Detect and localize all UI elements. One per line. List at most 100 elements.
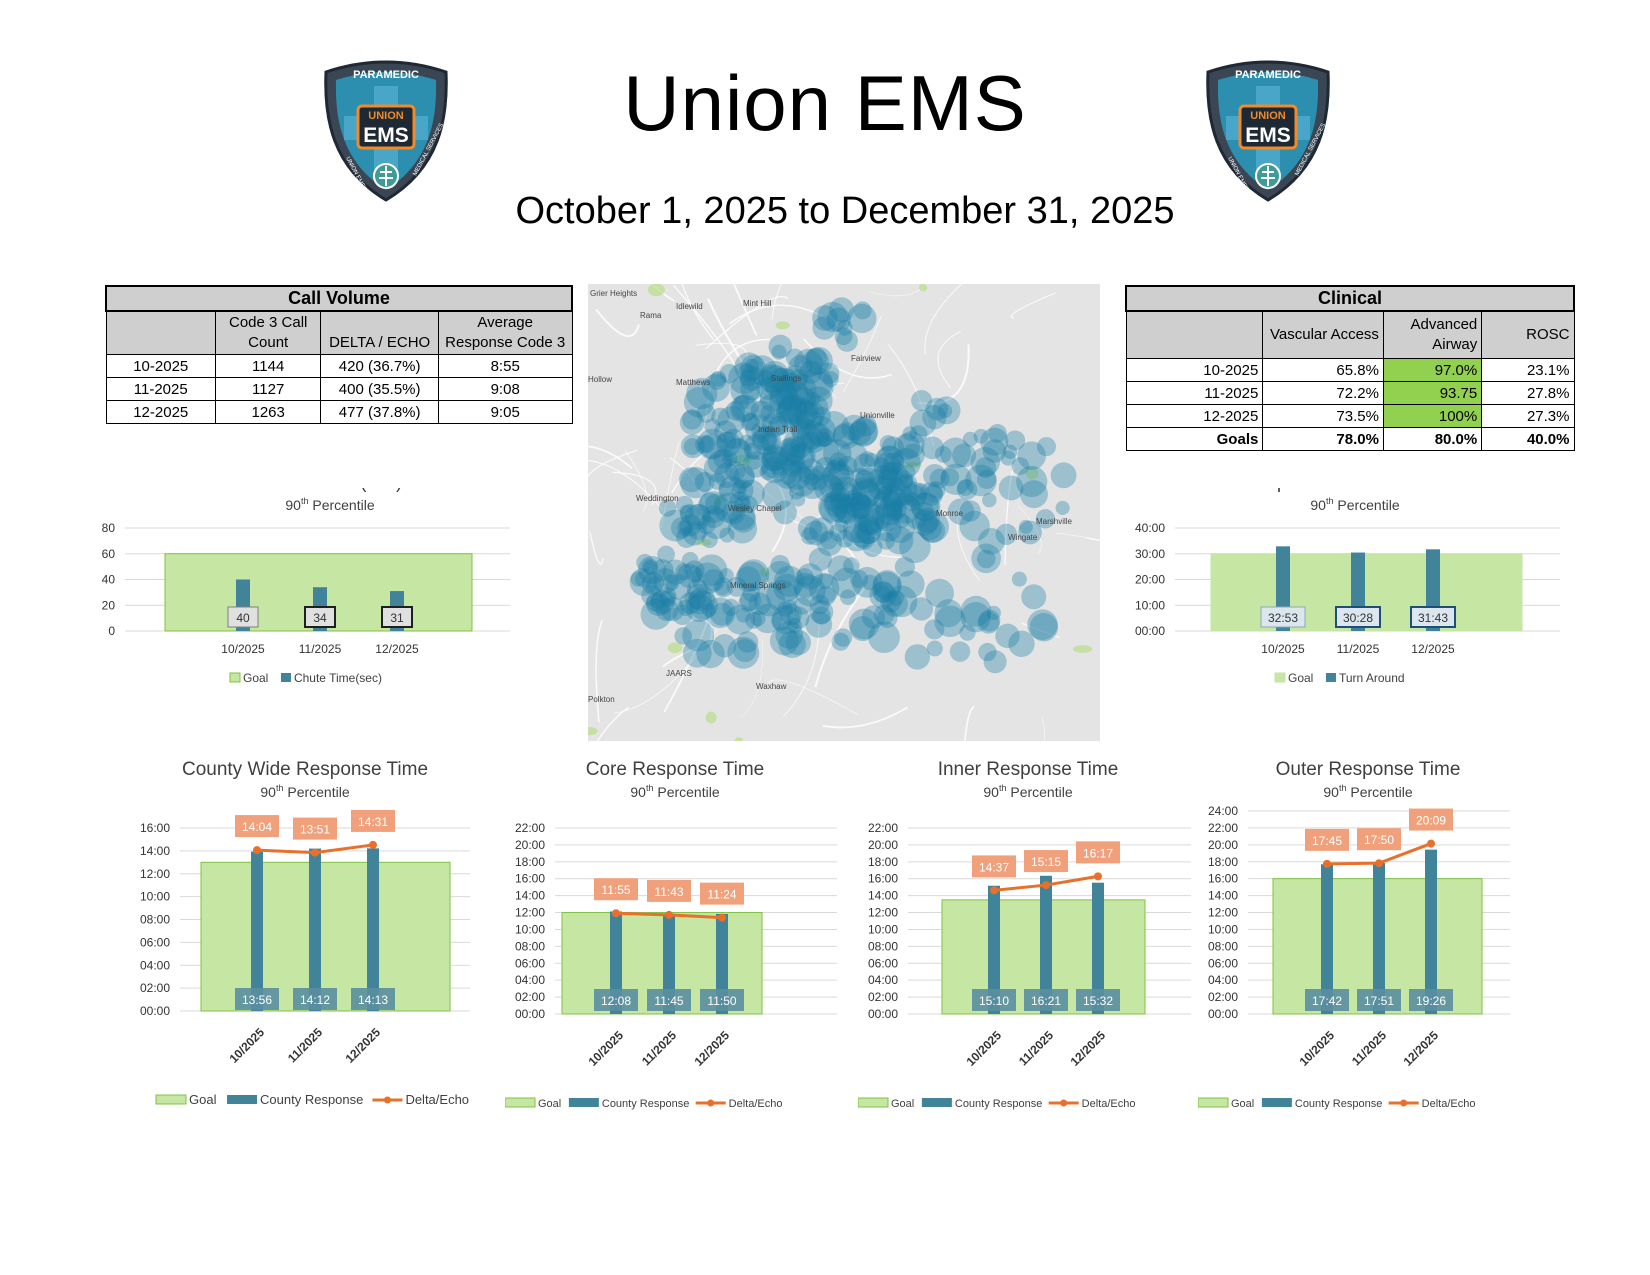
map-call-dot [775, 396, 808, 429]
legend-label: Chute Time(sec) [294, 671, 382, 685]
map-park [903, 461, 922, 469]
map-call-dot [729, 395, 757, 423]
map-call-dot [934, 445, 952, 463]
map-call-dot [680, 467, 712, 499]
map-call-dot [960, 601, 991, 633]
map-road [783, 621, 820, 717]
map-road [595, 619, 603, 723]
map-call-dot [797, 458, 825, 486]
map-call-dot [708, 472, 726, 490]
map-call-dot [910, 492, 939, 521]
map-call-dot [832, 476, 862, 507]
map-call-dot [713, 577, 734, 598]
map-call-dot [836, 330, 858, 352]
map-call-dot [764, 376, 784, 396]
map-call-dot [826, 462, 855, 491]
map-call-dot [773, 500, 797, 525]
map-call-dot [805, 347, 827, 369]
map-call-dot [849, 569, 869, 589]
map-call-dot [787, 466, 818, 497]
map-call-dot [862, 574, 878, 591]
line-label-box [594, 878, 638, 901]
map-call-dot [816, 530, 843, 556]
chart-title: Outer Response Time [1276, 759, 1461, 780]
map-call-dot [702, 569, 726, 592]
map-call-dot [842, 513, 873, 544]
x-tick-label: 12/2025 [343, 1025, 384, 1066]
map-call-dot [886, 476, 906, 496]
legend-swatch-bar [1261, 1098, 1292, 1107]
map-call-dot [691, 562, 724, 595]
map-call-dot [911, 390, 933, 412]
map-call-dot [707, 450, 732, 475]
bar-10-2025 [1321, 864, 1333, 1014]
line-label-box [351, 809, 395, 832]
chart-title: Chute Time (sec) [258, 488, 403, 493]
map-road [823, 519, 910, 559]
map-call-dot [929, 468, 950, 489]
map-call-dot [698, 435, 716, 453]
map-call-dot [786, 398, 818, 430]
map-road [924, 284, 963, 355]
chute-time-chart: Chute Time (sec) 90th Percentile 80 60 40 20 0… [100, 472, 560, 736]
subtitle-rest: Percentile [308, 497, 374, 513]
map-call-dot [843, 493, 858, 508]
map-call-dot [873, 513, 902, 542]
map-call-dot [789, 436, 808, 454]
map-call-dot [781, 402, 803, 424]
map-call-dot [761, 449, 784, 471]
map-call-dot [804, 410, 823, 429]
map-call-dot [853, 453, 876, 476]
subtitle-number: 90 [630, 784, 646, 800]
map-call-dot [976, 469, 997, 490]
y-tick-label: 40:00 [1135, 521, 1165, 535]
legend-label: Goal [189, 1092, 217, 1107]
logo-top-text: PARAMEDIC [353, 69, 419, 81]
subtitle-number: 90 [260, 784, 276, 800]
map-call-dot [882, 500, 903, 522]
bar-label-box [1409, 989, 1453, 1011]
map-call-dot [1002, 444, 1018, 459]
map-call-dot [759, 463, 776, 481]
map-call-dot [883, 452, 905, 474]
map-call-dot [750, 400, 773, 422]
map-call-dot [777, 394, 808, 425]
map-call-dot [680, 434, 705, 459]
cl-cell: 65.8% [1262, 358, 1384, 382]
cl-header-vascular: Vascular Access [1262, 310, 1384, 359]
map-call-dot [766, 579, 798, 612]
x-tick-label: 10/2025 [227, 1025, 268, 1066]
subtitle-rest: Percentile [1006, 784, 1072, 800]
map-call-dot [885, 526, 914, 555]
map-call-dot [723, 428, 744, 449]
map-park [734, 737, 743, 741]
y-tick-label: 02:00 [515, 990, 545, 1004]
map-call-dot [757, 370, 775, 388]
map-call-dot [801, 431, 821, 451]
map-place-label: Stallings [771, 374, 801, 383]
line-value-label: 14:04 [242, 820, 272, 834]
map-call-dot [792, 572, 819, 598]
map-park [760, 567, 770, 577]
map-call-dot [801, 367, 833, 399]
map-call-dot [870, 464, 902, 496]
delta-echo-point [1375, 859, 1383, 868]
map-call-dot [1011, 457, 1030, 475]
bar-value-label: 12:08 [601, 994, 631, 1008]
map-road [963, 705, 975, 741]
map-road [733, 284, 758, 336]
map-park [667, 642, 683, 654]
bar-value-label: 16:21 [1031, 994, 1061, 1008]
map-call-dot [835, 502, 858, 524]
map-place-label: Rama [640, 311, 662, 320]
map-call-dot [722, 598, 740, 617]
map-call-dot [952, 443, 977, 468]
delta-echo-point [718, 913, 726, 922]
map-call-dot [1035, 509, 1056, 529]
y-tick-label: 06:00 [515, 956, 545, 970]
legend-swatch-bar [568, 1098, 599, 1107]
map-call-dot [787, 618, 803, 634]
cl-cell: 27.3% [1481, 404, 1575, 428]
map-call-dot [797, 516, 822, 541]
subtitle-number: 90 [285, 497, 301, 513]
